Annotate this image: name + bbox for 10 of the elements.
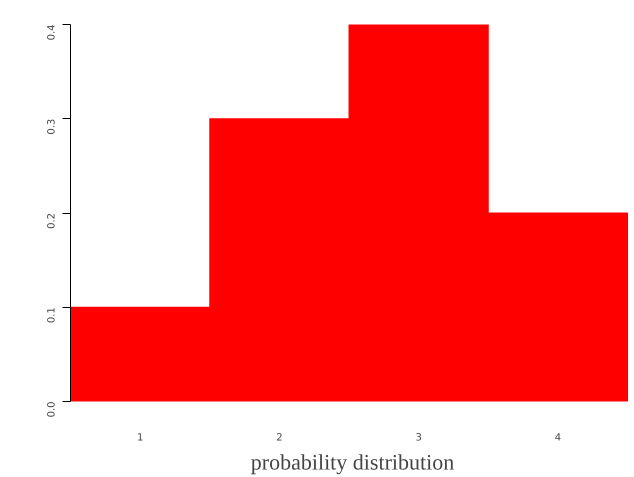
y-tick-label: 0.4 [46, 24, 58, 40]
y-tick-label: 0.1 [46, 307, 58, 324]
y-tick-label: 0.3 [46, 118, 58, 135]
y-tick-label: 0.2 [46, 212, 58, 229]
x-tick-label: 3 [415, 432, 422, 444]
x-tick-label: 2 [276, 432, 283, 444]
x-tick-label: 4 [554, 432, 562, 444]
x-tick-label: 1 [136, 432, 144, 444]
y-tick-label: 0.0 [46, 401, 58, 418]
x-axis-title: probability distribution [250, 450, 454, 474]
